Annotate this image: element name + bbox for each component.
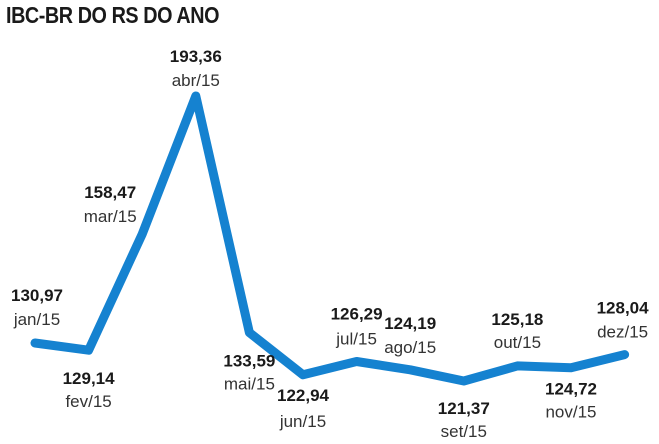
data-value-label: 125,18 — [491, 310, 543, 329]
data-value-label: 158,47 — [84, 183, 136, 202]
data-value-label: 121,37 — [438, 399, 490, 418]
chart-title: IBC-BR DO RS DO ANO — [6, 2, 220, 28]
x-category-label: mar/15 — [84, 207, 137, 226]
data-value-label: 133,59 — [223, 352, 275, 371]
x-category-label: dez/15 — [597, 323, 648, 342]
x-category-label: ago/15 — [384, 338, 436, 357]
data-value-label: 124,19 — [384, 314, 436, 333]
x-category-label: fev/15 — [65, 392, 111, 411]
x-category-label: nov/15 — [545, 403, 596, 422]
x-category-label: jul/15 — [335, 330, 377, 349]
x-category-label: mai/15 — [224, 375, 275, 394]
series-line-group — [30, 91, 630, 386]
x-category-label: jun/15 — [279, 412, 326, 431]
x-category-label: set/15 — [441, 422, 487, 441]
data-value-label: 130,97 — [11, 286, 63, 305]
series-line — [30, 91, 630, 386]
data-value-label: 122,94 — [277, 386, 330, 405]
data-value-label: 129,14 — [63, 369, 116, 388]
x-category-label: out/15 — [494, 333, 541, 352]
x-category-label: abr/15 — [172, 71, 220, 90]
x-category-label: jan/15 — [13, 310, 60, 329]
data-value-label: 124,72 — [545, 380, 597, 399]
data-labels-group: 130,97 jan/15 129,14 fev/15 158,47 mar/15 193,… — [11, 47, 649, 441]
data-value-label: 128,04 — [597, 299, 650, 318]
data-value-label: 126,29 — [331, 305, 383, 324]
data-value-label: 193,36 — [170, 47, 222, 66]
